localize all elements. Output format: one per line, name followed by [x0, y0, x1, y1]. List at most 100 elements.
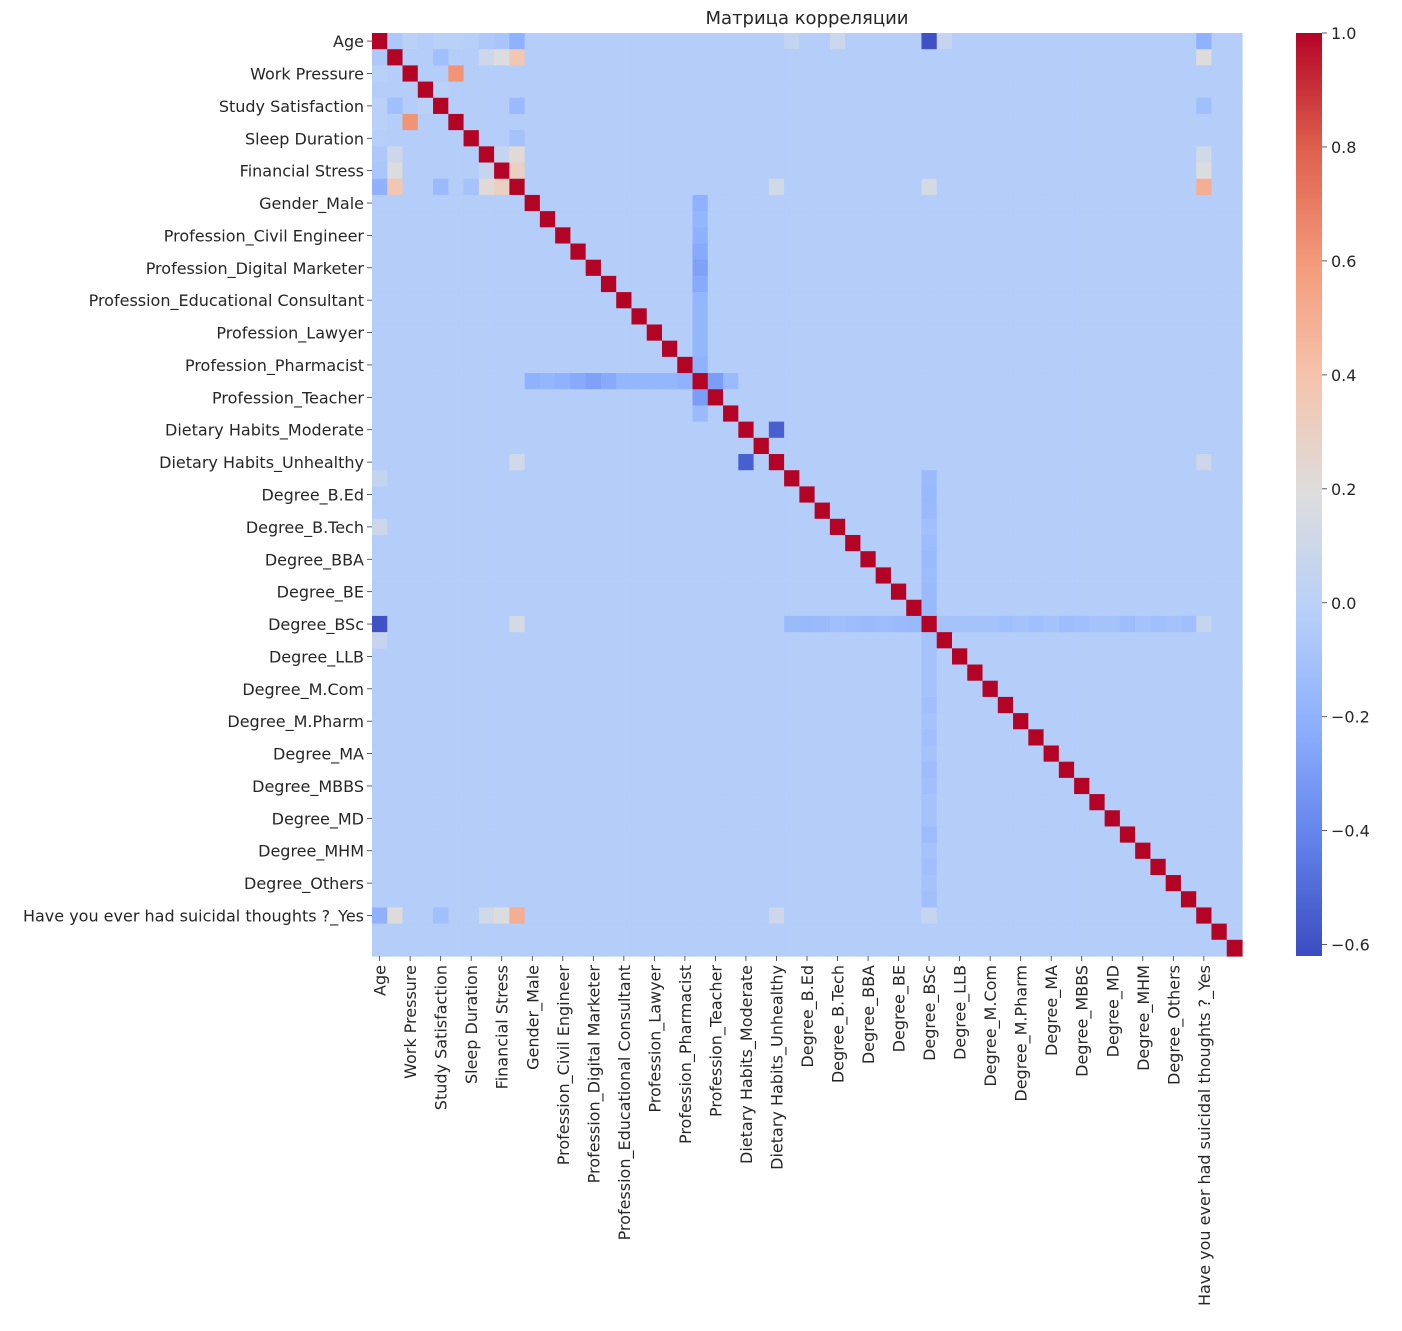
heatmap-cell — [1074, 308, 1090, 326]
heatmap-cell — [631, 275, 648, 293]
heatmap-cell — [890, 729, 907, 747]
heatmap-cell — [555, 470, 572, 487]
heatmap-cell — [1028, 340, 1045, 358]
heatmap-cell — [494, 875, 510, 892]
heatmap-cell — [1119, 373, 1136, 390]
heatmap-cell — [753, 130, 770, 147]
heatmap-cell — [1226, 389, 1243, 407]
heatmap-cell — [1165, 713, 1182, 730]
heatmap-cell — [494, 470, 510, 487]
heatmap-cell — [1165, 275, 1182, 293]
heatmap-cell — [646, 858, 663, 876]
heatmap-cell — [631, 33, 648, 50]
heatmap-cell — [1226, 794, 1243, 811]
heatmap-cell — [463, 292, 480, 309]
heatmap-cell — [570, 65, 587, 83]
heatmap-cell — [936, 891, 953, 909]
heatmap-cell — [1135, 615, 1152, 633]
heatmap-cell — [906, 518, 923, 536]
heatmap-cell — [1043, 340, 1060, 358]
heatmap-cell — [1165, 923, 1182, 941]
heatmap-cell — [631, 437, 648, 455]
heatmap-cell — [570, 761, 587, 779]
heatmap-cell — [646, 389, 663, 407]
heatmap-cell — [524, 534, 541, 552]
heatmap-cell — [723, 567, 739, 585]
heatmap-cell — [1089, 858, 1106, 876]
heatmap-cell — [936, 567, 953, 585]
heatmap-cell — [494, 324, 510, 342]
heatmap-cell — [799, 923, 816, 941]
heatmap-cell — [738, 583, 755, 601]
heatmap-cell — [768, 534, 785, 552]
heatmap-cell — [753, 292, 770, 309]
heatmap-cell — [463, 713, 480, 730]
heatmap-cell — [692, 178, 709, 196]
heatmap-cell — [1028, 486, 1045, 504]
heatmap-cell — [1058, 648, 1075, 666]
heatmap-cell — [387, 470, 404, 487]
heatmap-cell — [478, 356, 495, 374]
heatmap-cell — [417, 810, 434, 828]
y-tick-label: Degree_MHM — [258, 842, 364, 862]
heatmap-cell — [1058, 146, 1075, 164]
colorbar-tick-label: −0.2 — [1331, 708, 1370, 727]
heatmap-cell — [1089, 373, 1106, 390]
heatmap-cell — [1165, 599, 1182, 617]
heatmap-cell — [860, 65, 877, 83]
heatmap-cell — [692, 502, 709, 520]
heatmap-cell — [417, 113, 434, 131]
heatmap-cell — [448, 648, 465, 666]
heatmap-cell — [600, 502, 617, 520]
heatmap-cell — [600, 567, 617, 585]
heatmap-cell — [829, 664, 846, 682]
heatmap-cell — [1119, 33, 1136, 50]
heatmap-cell — [662, 794, 678, 811]
heatmap-cell — [753, 389, 770, 407]
heatmap-cell — [1165, 178, 1182, 196]
heatmap-cell — [509, 211, 526, 228]
heatmap-cell — [585, 777, 602, 795]
heatmap-cell — [1226, 49, 1243, 66]
heatmap-cell — [845, 146, 862, 164]
heatmap-cell — [967, 324, 984, 342]
heatmap-cell — [600, 275, 617, 293]
heatmap-cell — [600, 178, 617, 196]
heatmap-cell — [814, 292, 831, 309]
heatmap-cell — [982, 454, 999, 471]
heatmap-cell — [387, 243, 404, 261]
heatmap-cell — [478, 567, 495, 585]
heatmap-cell — [1165, 567, 1182, 585]
heatmap-cell — [478, 713, 495, 730]
heatmap-cell — [616, 292, 633, 309]
heatmap-cell — [952, 923, 968, 941]
heatmap-cell — [448, 632, 465, 649]
heatmap-cell — [1089, 891, 1106, 909]
heatmap-cell — [539, 162, 556, 180]
heatmap-cell — [1104, 599, 1121, 617]
heatmap-cell — [1165, 534, 1182, 552]
heatmap-cell — [1058, 454, 1075, 471]
heatmap-cell — [799, 130, 816, 147]
heatmap-cell — [539, 373, 556, 390]
heatmap-cell — [539, 259, 556, 277]
y-tick-label: Degree_B.Ed — [261, 486, 364, 506]
heatmap-cell — [875, 97, 892, 115]
heatmap-cell — [677, 777, 694, 795]
heatmap-cell — [478, 97, 495, 115]
heatmap-cell — [448, 405, 465, 423]
heatmap-cell — [1013, 389, 1029, 407]
heatmap-cell — [539, 243, 556, 261]
heatmap-cell — [738, 146, 755, 164]
heatmap-cell — [799, 583, 816, 601]
heatmap-cell — [387, 227, 404, 245]
heatmap-cell — [692, 696, 709, 714]
y-tick-label: Degree_BSc — [268, 615, 364, 635]
heatmap-cell — [1196, 97, 1213, 115]
heatmap-cell — [936, 227, 953, 245]
heatmap-cell — [1058, 470, 1075, 487]
heatmap-cell — [707, 567, 724, 585]
heatmap-cell — [875, 713, 892, 730]
heatmap-cell — [829, 826, 846, 844]
heatmap-cell — [997, 599, 1014, 617]
